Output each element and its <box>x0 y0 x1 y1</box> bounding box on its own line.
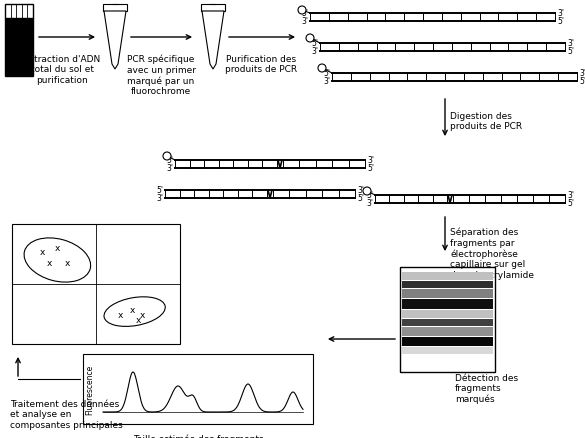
Text: 5': 5' <box>579 78 585 86</box>
Bar <box>5 5 33 19</box>
Text: 3': 3' <box>156 194 163 203</box>
Bar <box>402 337 493 346</box>
Text: x: x <box>130 305 135 314</box>
Text: x: x <box>136 315 142 325</box>
Text: 5': 5' <box>567 47 574 57</box>
Text: 5': 5' <box>156 186 163 195</box>
Text: x: x <box>140 311 145 319</box>
Circle shape <box>298 7 306 15</box>
Text: 5': 5' <box>557 18 564 26</box>
Text: 5': 5' <box>301 10 308 18</box>
Text: 5': 5' <box>366 191 373 200</box>
Text: x: x <box>65 259 70 268</box>
Circle shape <box>318 65 326 73</box>
Bar <box>402 290 493 298</box>
Text: 3': 3' <box>567 39 574 48</box>
Bar <box>402 281 493 288</box>
Text: Extraction d'ADN
total du sol et
purification: Extraction d'ADN total du sol et purific… <box>23 55 101 85</box>
Circle shape <box>363 187 371 195</box>
Text: Détection des
fragments
marqués: Détection des fragments marqués <box>455 373 518 403</box>
Bar <box>402 310 493 318</box>
FancyBboxPatch shape <box>201 5 225 12</box>
Text: 3': 3' <box>301 18 308 26</box>
Text: 5': 5' <box>311 39 318 48</box>
Text: x: x <box>47 259 52 268</box>
Text: PCR spécifique
avec un primer
marqué par un
fluorochrome: PCR spécifique avec un primer marqué par… <box>126 55 195 96</box>
Text: x: x <box>118 311 123 319</box>
Circle shape <box>163 153 171 161</box>
Text: x: x <box>40 248 45 257</box>
Text: 3': 3' <box>367 156 374 165</box>
Text: x: x <box>54 244 60 253</box>
Polygon shape <box>104 12 126 70</box>
Text: 5': 5' <box>166 156 173 165</box>
Bar <box>402 327 493 336</box>
Text: 3': 3' <box>166 164 173 173</box>
Text: Digestion des
produits de PCR: Digestion des produits de PCR <box>450 112 522 131</box>
Text: Séparation des
fragments par
électrophorèse
capillaire sur gel
de polyacrylamide: Séparation des fragments par électrophor… <box>450 227 534 279</box>
FancyBboxPatch shape <box>103 5 127 12</box>
Bar <box>402 319 493 326</box>
Text: 3': 3' <box>357 186 364 195</box>
Text: 5': 5' <box>323 69 330 78</box>
Text: 5': 5' <box>567 199 574 208</box>
Text: 3': 3' <box>366 199 373 208</box>
Text: 5': 5' <box>367 164 374 173</box>
Text: 3': 3' <box>557 10 564 18</box>
Bar <box>402 272 493 280</box>
Polygon shape <box>202 12 224 70</box>
Circle shape <box>306 35 314 43</box>
Text: 5': 5' <box>357 194 364 203</box>
Text: 3': 3' <box>567 191 574 200</box>
Text: 3': 3' <box>579 69 585 78</box>
Text: Taille estimée des fragments: Taille estimée des fragments <box>133 434 263 438</box>
Text: 3': 3' <box>323 78 330 86</box>
Text: Traitement des données
et analyse en
composantes principales: Traitement des données et analyse en com… <box>10 399 123 429</box>
Bar <box>83 354 313 424</box>
Bar <box>400 267 495 372</box>
Text: 3': 3' <box>311 47 318 57</box>
Text: Fluorescence: Fluorescence <box>85 364 95 414</box>
Bar <box>12 225 180 344</box>
Bar <box>5 19 33 77</box>
Bar <box>402 299 493 309</box>
Text: Purification des
produits de PCR: Purification des produits de PCR <box>225 55 297 74</box>
Bar <box>402 347 493 354</box>
